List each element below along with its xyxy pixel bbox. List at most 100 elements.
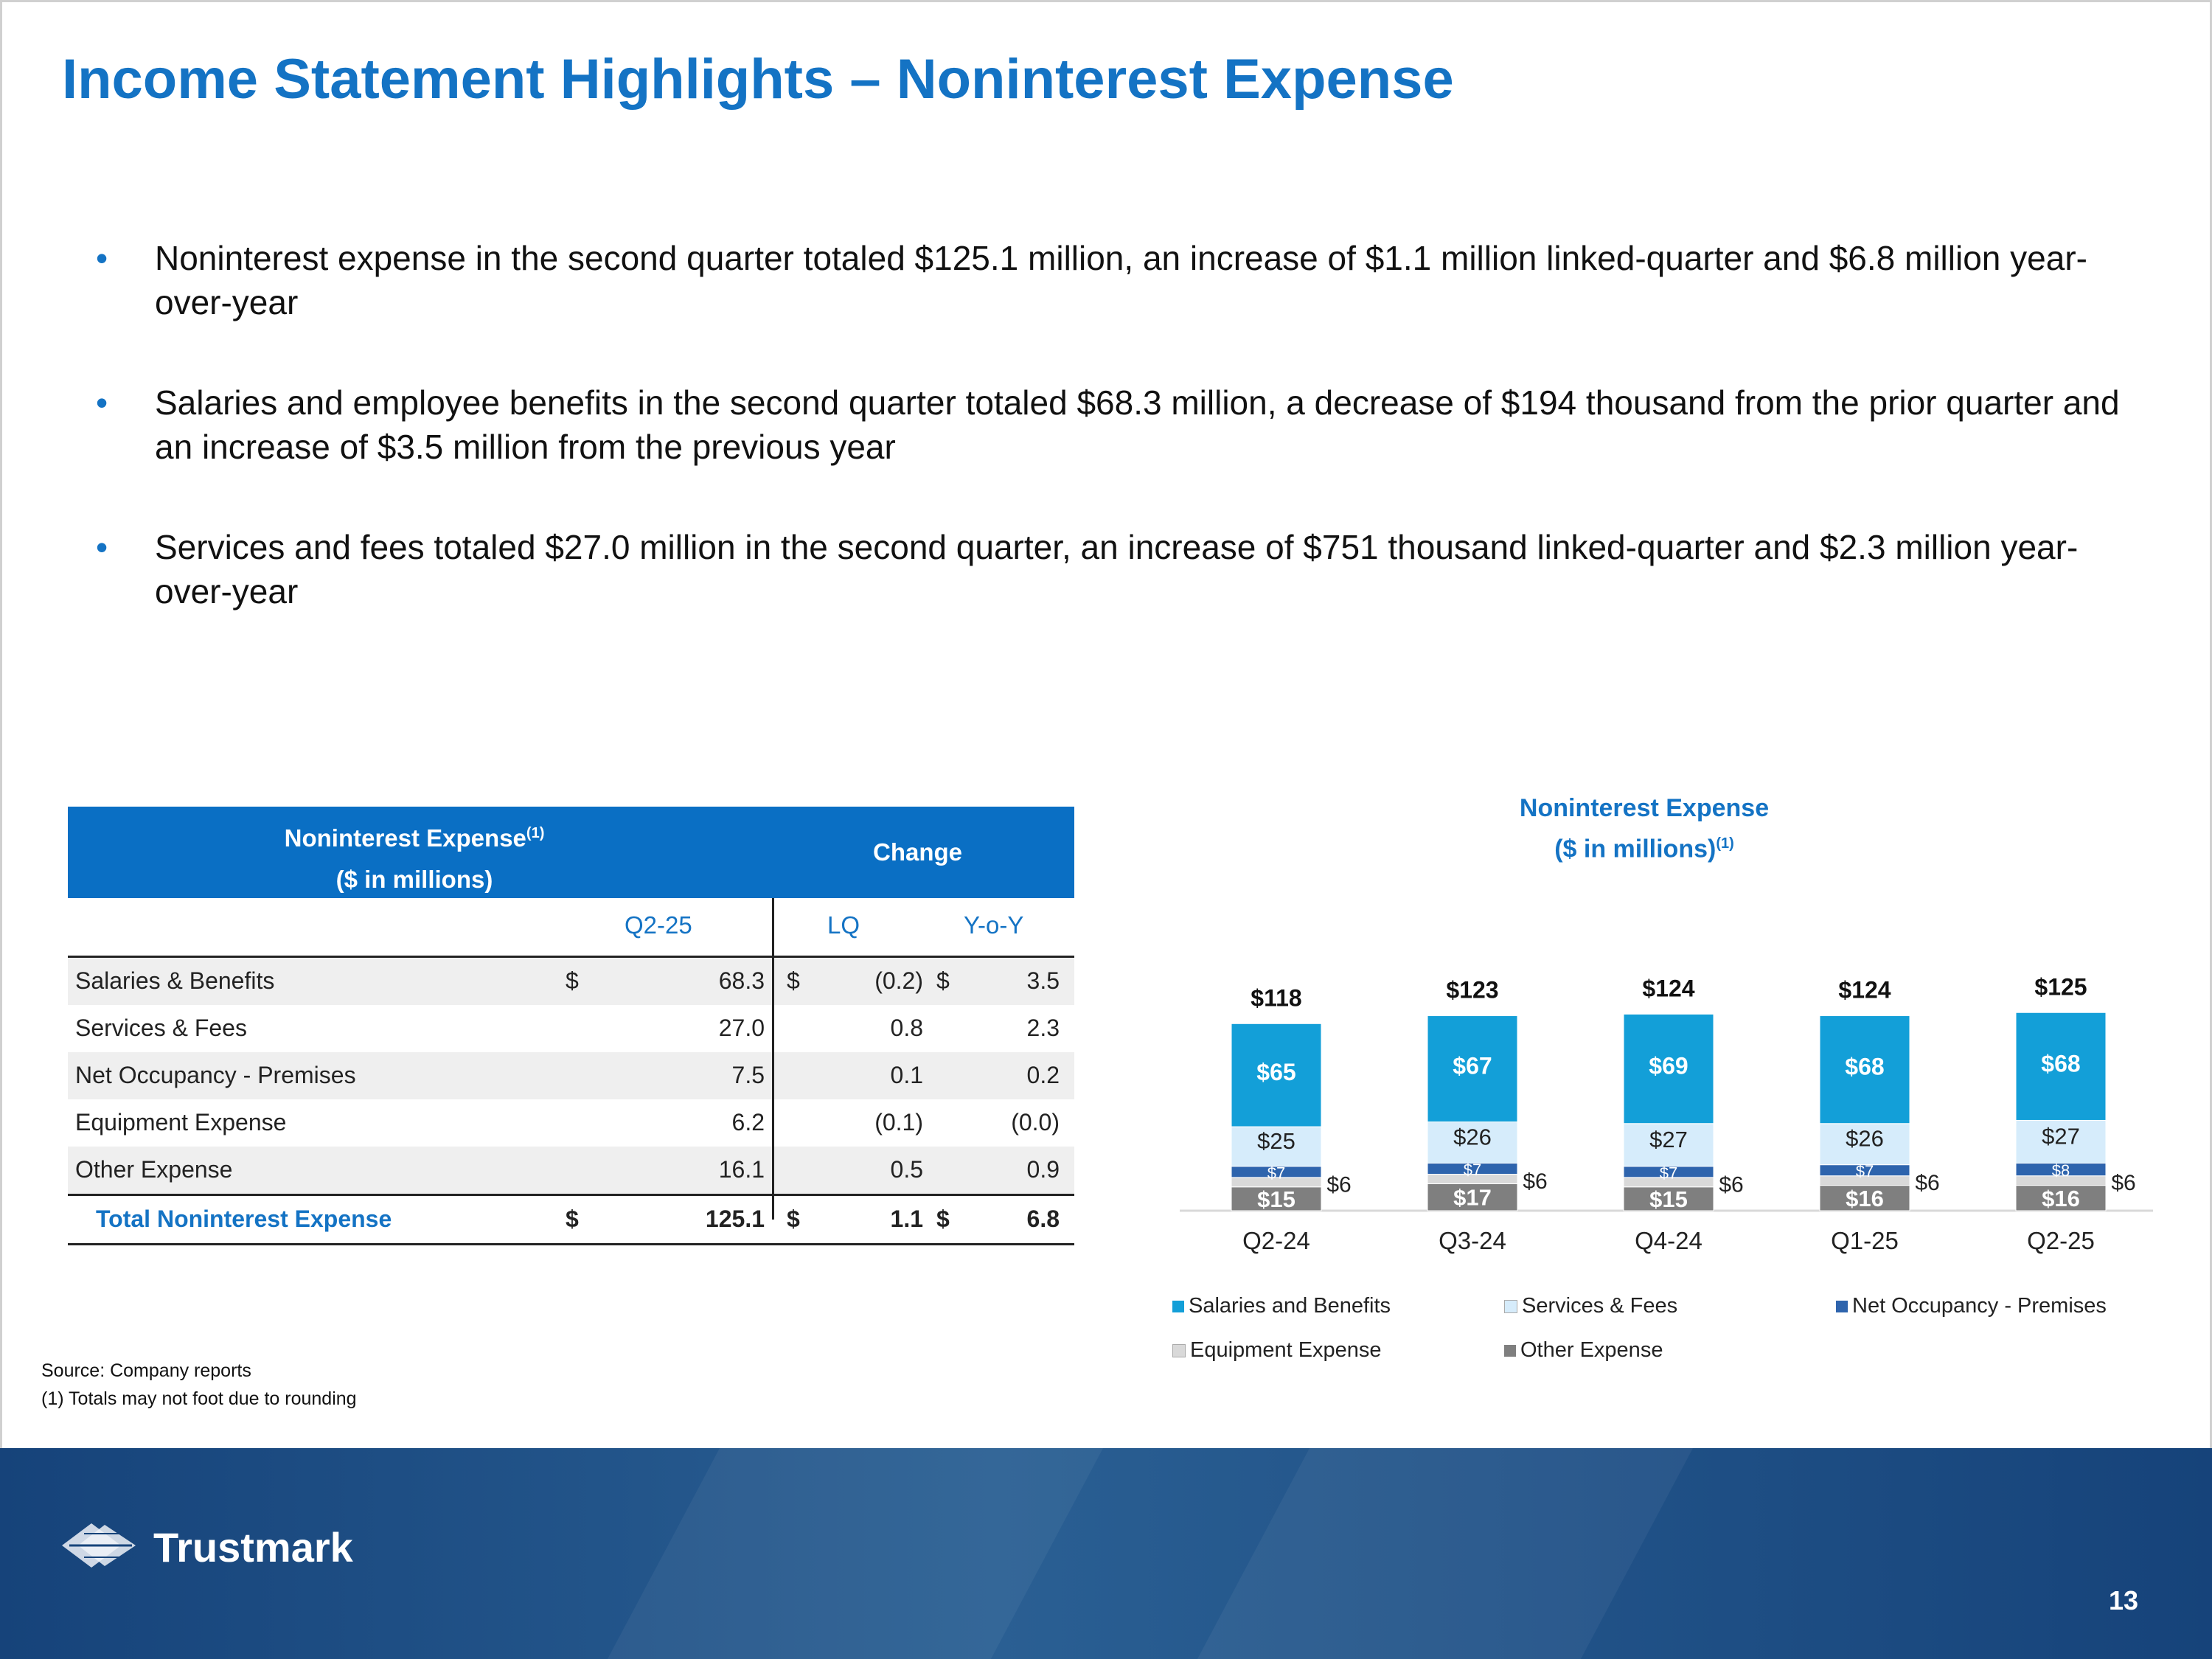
total-label: $118 — [1251, 984, 1301, 1011]
trustmark-logo-icon — [62, 1516, 143, 1579]
total-label: $125 — [2034, 973, 2087, 1000]
chart-title: Noninterest Expense ($ in millions)(1) — [1453, 790, 1836, 866]
bar-segment — [1231, 1186, 1322, 1211]
data-label: $16 — [2042, 1186, 2080, 1211]
chart-subtitle: ($ in millions) — [1554, 835, 1717, 863]
bar-segment — [2015, 1012, 2107, 1121]
cell-label: Salaries & Benefits — [75, 967, 275, 994]
table-divider — [772, 898, 774, 1220]
legend-swatch — [1504, 1345, 1516, 1357]
bar-segment — [1819, 1123, 1910, 1166]
data-label: $25 — [1257, 1128, 1295, 1154]
bar-segment — [1623, 1186, 1714, 1211]
footnote-line: (1) Totals may not foot due to rounding — [41, 1388, 357, 1409]
legend-item: Salaries and Benefits — [1172, 1294, 1391, 1318]
data-label: $67 — [1453, 1053, 1492, 1079]
cell-lq: 0.8 — [890, 1015, 923, 1041]
legend-item: Net Occupancy - Premises — [1836, 1294, 2107, 1318]
legend-swatch — [1172, 1301, 1184, 1313]
data-label: $8 — [2052, 1161, 2070, 1180]
legend-swatch — [1172, 1344, 1186, 1358]
bar-segment — [1231, 1126, 1322, 1167]
data-label: $7 — [1464, 1161, 1481, 1179]
table-subheader: Q2-25 LQ Y-o-Y — [68, 898, 1074, 958]
data-label: $6 — [1719, 1172, 1743, 1197]
table-row: Salaries & Benefits $68.3 $ (0.2) $3.5 — [68, 958, 1074, 1005]
cell-d2: $ — [787, 1206, 800, 1232]
chart-legend: Salaries and Benefits Services & Fees Net … — [1172, 1294, 2190, 1382]
col-header-q2-25: Q2-25 — [625, 911, 692, 939]
source-note: Source: Company reports (1) Totals may n… — [41, 1357, 357, 1413]
data-label: $15 — [1649, 1186, 1688, 1212]
cell-lq: 1.1 — [890, 1206, 923, 1232]
table-header-line1: Noninterest Expense — [284, 824, 526, 852]
cell-q: 6.2 — [731, 1109, 765, 1135]
data-label: $68 — [1845, 1054, 1884, 1080]
data-label: $65 — [1256, 1059, 1295, 1085]
x-tick-label: Q2-25 — [2027, 1227, 2095, 1254]
bullet-list: Noninterest expense in the second quarte… — [96, 236, 2131, 669]
cell-label: Net Occupancy - Premises — [75, 1062, 356, 1088]
cell-yoy: 0.2 — [1026, 1062, 1060, 1088]
bullet-item: Salaries and employee benefits in the se… — [96, 380, 2131, 469]
chart-title-footnote: (1) — [1716, 835, 1734, 852]
bullet-item: Noninterest expense in the second quarte… — [96, 236, 2131, 324]
cell-d3: $ — [936, 1206, 950, 1232]
data-label: $6 — [1326, 1172, 1351, 1197]
bar-segment — [1819, 1015, 1910, 1124]
cell-yoy: 3.5 — [1026, 967, 1060, 994]
data-label: $16 — [1846, 1186, 1884, 1211]
footer-stripe — [607, 1448, 1104, 1659]
chart-title-line1: Noninterest Expense — [1519, 794, 1770, 822]
bar-segment — [1427, 1121, 1518, 1164]
source-line: Source: Company reports — [41, 1360, 251, 1381]
data-label: $68 — [2041, 1050, 2080, 1077]
legend-swatch — [1504, 1300, 1517, 1314]
x-tick-label: Q1-25 — [1831, 1227, 1899, 1254]
data-label: $7 — [1660, 1164, 1677, 1182]
total-label: $123 — [1446, 977, 1498, 1004]
legend-item: Services & Fees — [1504, 1294, 1677, 1318]
cell-q: 68.3 — [718, 967, 765, 994]
bar-segment — [1427, 1183, 1518, 1211]
legend-label: Salaries and Benefits — [1189, 1294, 1391, 1318]
bar-segment — [1231, 1023, 1322, 1127]
col-header-yoy: Y-o-Y — [964, 911, 1024, 939]
cell-d3: $ — [936, 967, 950, 994]
cell-yoy: 2.3 — [1026, 1015, 1060, 1041]
table-row: Net Occupancy - Premises 7.5 0.1 0.2 — [68, 1052, 1074, 1099]
total-label: $124 — [1838, 977, 1891, 1004]
data-label: $7 — [1856, 1162, 1874, 1180]
data-label: $27 — [2042, 1123, 2080, 1149]
noninterest-expense-chart: $15 $6 $7 $25 $65 $118 Q2-24 $17 $6 $7 $26 $67 $123 Q… — [1180, 973, 2153, 1254]
bullet-item: Services and fees totaled $27.0 million … — [96, 525, 2131, 613]
data-label: $17 — [1453, 1185, 1492, 1211]
cell-yoy: 6.8 — [1026, 1206, 1060, 1232]
legend-item: Other Expense — [1504, 1338, 1663, 1363]
trustmark-logo: Trustmark — [62, 1516, 353, 1579]
legend-item: Equipment Expense — [1172, 1338, 1382, 1363]
x-tick-label: Q2-24 — [1242, 1227, 1310, 1254]
cell-q: 27.0 — [718, 1015, 765, 1041]
trustmark-logo-text: Trustmark — [153, 1524, 353, 1571]
cell-label: Services & Fees — [75, 1015, 247, 1041]
cell-lq: (0.2) — [874, 967, 923, 994]
bar-segment — [1623, 1123, 1714, 1167]
cell-d1: $ — [566, 1206, 579, 1232]
legend-label: Services & Fees — [1522, 1294, 1678, 1318]
data-label: $6 — [2111, 1171, 2135, 1195]
data-label: $6 — [1523, 1169, 1547, 1194]
cell-q: 7.5 — [731, 1062, 765, 1088]
data-label: $27 — [1649, 1127, 1688, 1152]
data-label: $7 — [1267, 1164, 1285, 1182]
table-header-line2: ($ in millions) — [335, 866, 493, 893]
slide-title: Income Statement Highlights – Noninteres… — [62, 48, 1454, 111]
bar-segment — [1623, 1013, 1714, 1124]
cell-d1: $ — [566, 967, 579, 994]
table-header-title: Noninterest Expense(1) ($ in millions) — [68, 813, 761, 900]
legend-label: Net Occupancy - Premises — [1852, 1294, 2107, 1318]
total-label: $124 — [1642, 975, 1694, 1001]
bar-segment — [2015, 1185, 2107, 1211]
cell-label: Other Expense — [75, 1156, 233, 1183]
